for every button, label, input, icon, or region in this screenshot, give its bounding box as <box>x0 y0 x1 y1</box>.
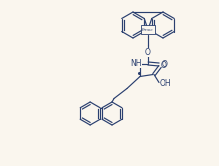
Text: OH: OH <box>160 79 172 88</box>
FancyBboxPatch shape <box>141 25 155 34</box>
Text: O: O <box>162 60 168 69</box>
Text: NH: NH <box>130 59 142 68</box>
Text: O: O <box>145 48 151 57</box>
Text: Fmoc: Fmoc <box>142 28 154 32</box>
Text: O: O <box>161 61 167 70</box>
